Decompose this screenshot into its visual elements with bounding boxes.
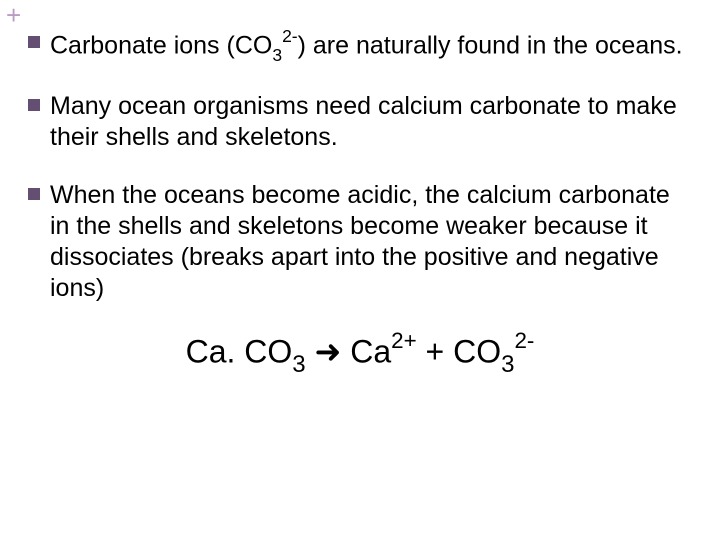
subscript: 3 [501,351,514,378]
bullet-text-3: When the oceans become acidic, the calci… [50,180,692,305]
eq-fragment: Ca [350,333,391,369]
subscript: 3 [272,45,282,65]
superscript: 2- [514,328,534,353]
text-fragment: Carbonate ions (CO [50,31,272,59]
bullet-item-1: Carbonate ions (CO32-) are naturally fou… [28,28,692,65]
eq-arrow: ➜ [306,333,351,369]
slide-content: Carbonate ions (CO32-) are naturally fou… [28,28,692,377]
eq-fragment: Ca. CO [186,333,293,369]
bullet-text-1: Carbonate ions (CO32-) are naturally fou… [50,28,692,65]
bullet-item-2: Many ocean organisms need calcium carbon… [28,91,692,154]
plus-decoration: + [6,2,21,28]
superscript: 2+ [391,328,417,353]
square-bullet-icon [28,188,40,200]
subscript: 3 [292,351,305,378]
text-fragment: ) are naturally found in the oceans. [298,31,683,59]
square-bullet-icon [28,99,40,111]
square-bullet-icon [28,36,40,48]
bullet-item-3: When the oceans become acidic, the calci… [28,180,692,305]
chemical-equation: Ca. CO3 ➜ Ca2+ + CO32- [28,331,692,377]
bullet-text-2: Many ocean organisms need calcium carbon… [50,91,692,154]
superscript: 2- [282,26,298,46]
eq-fragment: + CO [417,333,501,369]
